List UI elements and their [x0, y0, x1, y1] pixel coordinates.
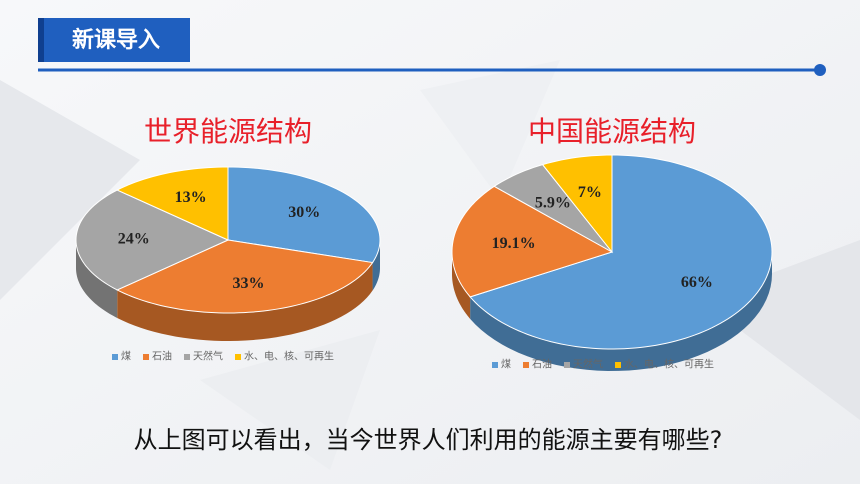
- pie-slice: [469, 154, 773, 350]
- pie-slice: [493, 164, 613, 253]
- data-label: 24%: [118, 231, 150, 248]
- data-label: 33%: [233, 275, 265, 292]
- pie-slice: [116, 239, 374, 314]
- data-label: 30%: [288, 204, 320, 221]
- pie-slice-side: [452, 252, 471, 319]
- pie-slice-side: [470, 252, 772, 371]
- header-title: 新课导入: [72, 27, 160, 53]
- bg-shape: [420, 60, 560, 200]
- legend-swatch: [184, 354, 190, 360]
- data-label: 66%: [681, 274, 713, 291]
- question: 从上图可以看出，当今世界人们利用的能源主要有哪些?: [134, 426, 723, 454]
- data-label: 19.1%: [492, 235, 536, 252]
- data-label: 5.9%: [535, 194, 571, 211]
- legend-label: 水、电、核、可再生: [624, 357, 714, 370]
- legend-swatch: [523, 362, 529, 368]
- legend-swatch: [615, 362, 621, 368]
- bg-shape: [0, 80, 140, 300]
- pie-slice: [451, 185, 614, 298]
- legend-swatch: [235, 354, 241, 360]
- pie-slice: [75, 189, 230, 291]
- pie-slice-side: [76, 240, 118, 318]
- legend-swatch: [564, 362, 570, 368]
- header-dot: [814, 64, 826, 76]
- data-label: 7%: [578, 184, 602, 201]
- pie-title: 世界能源结构: [144, 115, 312, 148]
- legend-label: 石油: [152, 349, 172, 362]
- legend-swatch: [112, 354, 118, 360]
- legend-label: 煤: [501, 357, 511, 370]
- legend-label: 石油: [532, 357, 552, 370]
- legend-swatch: [492, 362, 498, 368]
- pie-slice: [227, 166, 381, 264]
- pie-title: 中国能源结构: [528, 115, 696, 148]
- data-label: 13%: [175, 189, 207, 206]
- pie-slice-side: [117, 262, 373, 341]
- bg-shape: [200, 330, 380, 470]
- pie-slice: [541, 154, 613, 254]
- legend-swatch: [143, 354, 149, 360]
- header-accent: [38, 18, 44, 62]
- legend-label: 水、电、核、可再生: [244, 349, 334, 362]
- legend-label: 天然气: [193, 349, 223, 362]
- legend-label: 煤: [121, 349, 131, 362]
- header-box: [38, 18, 190, 62]
- pie-slice: [116, 166, 229, 241]
- legend-label: 天然气: [573, 357, 603, 370]
